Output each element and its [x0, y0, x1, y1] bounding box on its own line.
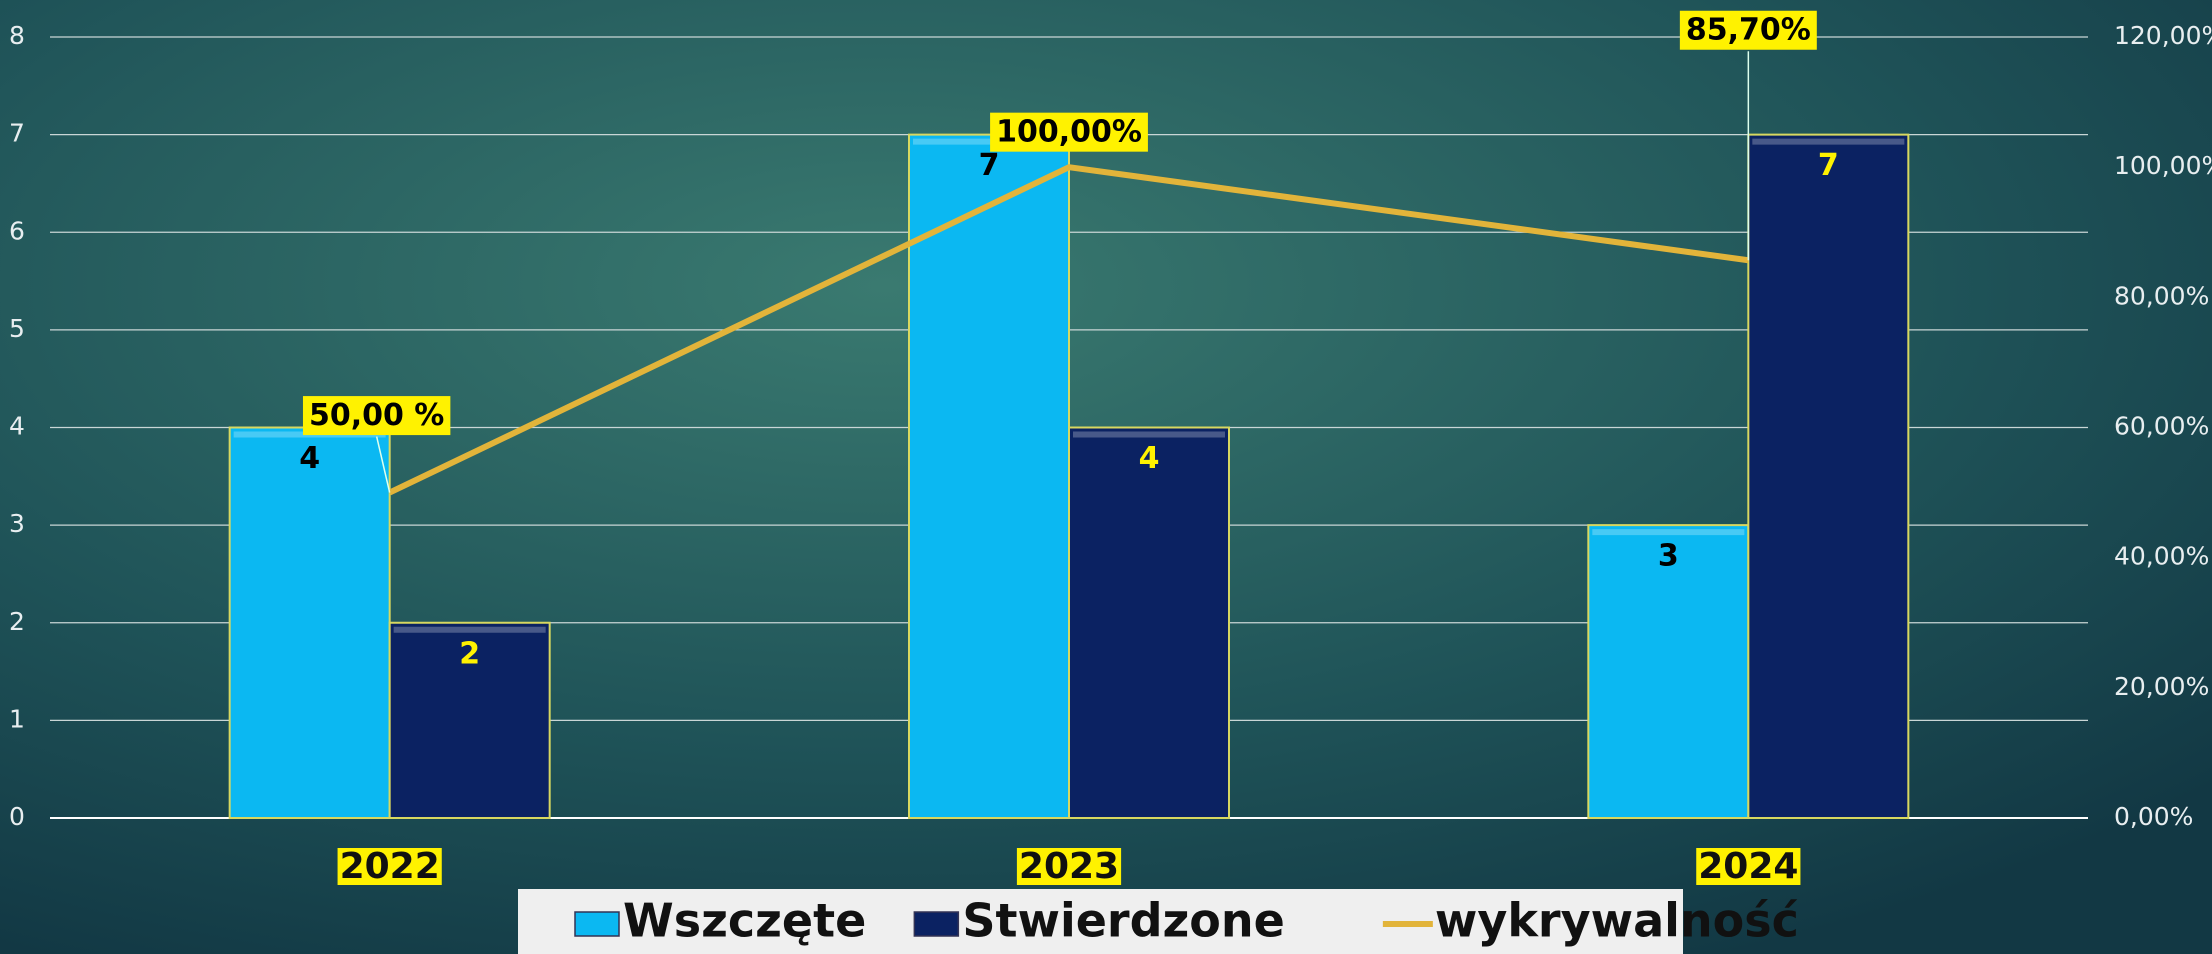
x-tick-label: 2022: [340, 846, 440, 887]
bar: [1587, 524, 1750, 819]
bar-bevel: [393, 626, 546, 633]
y-tick-label: 1: [9, 704, 25, 733]
legend-label: Wszczęte: [623, 894, 866, 948]
data-label: 4: [1139, 441, 1160, 476]
data-label: 2: [459, 636, 480, 671]
y-tick-label: 4: [9, 412, 25, 441]
y-tick-label: 3: [9, 509, 25, 538]
line: [388, 164, 1749, 496]
bar: [1068, 426, 1230, 819]
legend-box: [518, 889, 1683, 954]
y2-tick-label: 100,00%: [2114, 151, 2212, 180]
bar-bevel: [1073, 431, 1225, 438]
bar: [228, 426, 391, 819]
data-label-bg: [1679, 10, 1817, 50]
bar-bevel: [1592, 529, 1745, 536]
data-label: 50,00 %: [309, 398, 444, 433]
y2-tick-label: 40,00%: [2114, 542, 2209, 571]
leader-line: [375, 436, 391, 493]
data-label: 85,70%: [1686, 13, 1811, 48]
y2-tick-label: 120,00%: [2114, 21, 2212, 50]
bar: [908, 133, 1070, 819]
legend-label: wykrywalność: [1435, 894, 1799, 948]
y2-tick-label: 60,00%: [2114, 412, 2209, 441]
data-label: 4: [299, 441, 320, 476]
legend-swatch: [913, 911, 960, 937]
y-tick-label: 7: [9, 119, 25, 148]
legend-swatch: [574, 911, 620, 937]
bar: [388, 621, 551, 819]
data-label-bg: [302, 396, 451, 436]
data-label: 7: [979, 148, 1000, 183]
bar-bevel: [1752, 138, 1905, 145]
bar: [1747, 133, 1910, 819]
y-tick-label: 2: [9, 607, 25, 636]
x-tick-label-bg: [1696, 848, 1801, 885]
y-tick-label: 8: [9, 21, 25, 50]
legend-label: Stwierdzone: [962, 894, 1285, 948]
x-tick-label: 2023: [1019, 846, 1119, 887]
x-tick-label: 2024: [1698, 846, 1798, 887]
x-tick-label-bg: [337, 848, 442, 885]
x-tick-label-bg: [1016, 848, 1122, 885]
bar-bevel: [913, 138, 1065, 145]
y-tick-label: 6: [9, 216, 25, 245]
data-label: 7: [1818, 148, 1839, 183]
y-tick-label: 5: [9, 314, 25, 343]
y-tick-label: 0: [9, 802, 25, 831]
data-label-bg: [990, 112, 1148, 152]
y2-tick-label: 20,00%: [2114, 672, 2209, 701]
y2-tick-label: 0,00%: [2114, 802, 2193, 831]
y2-tick-label: 80,00%: [2114, 281, 2209, 310]
data-label: 100,00%: [996, 115, 1142, 150]
data-label: 3: [1658, 539, 1679, 574]
